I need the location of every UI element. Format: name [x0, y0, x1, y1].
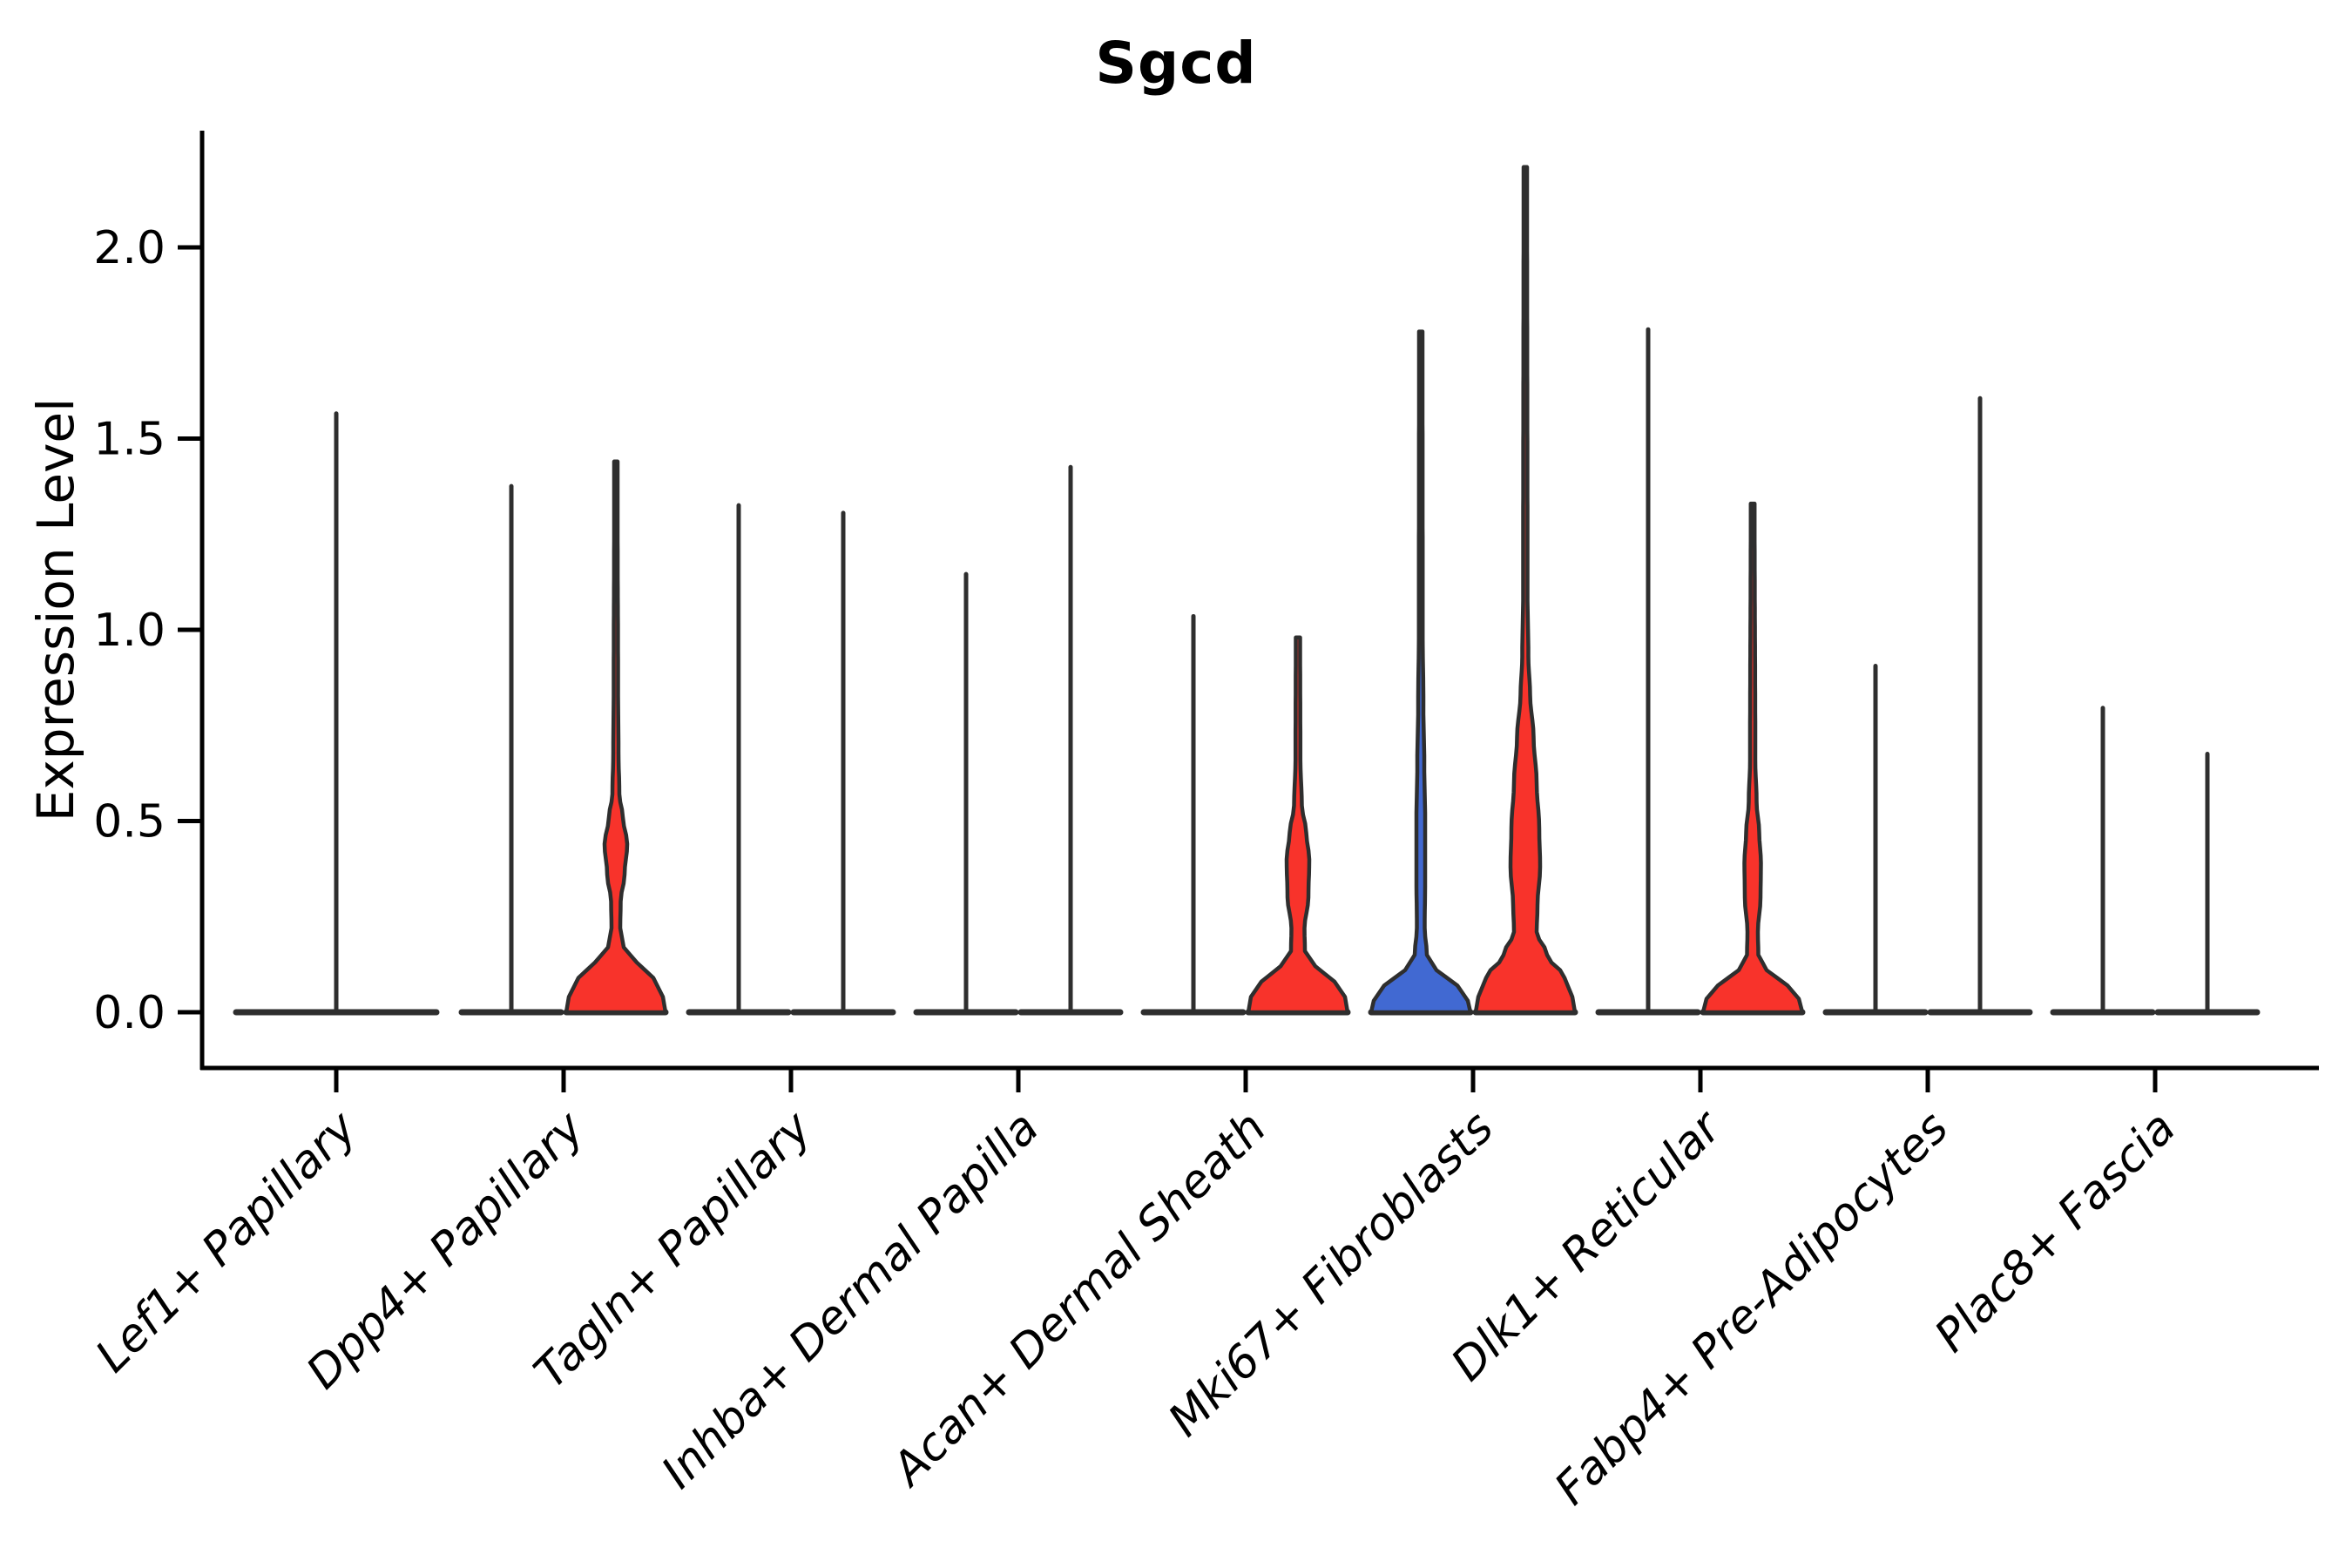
y-tick-label-2: 1.0: [93, 605, 166, 657]
y-tick-label-4: 2.0: [93, 222, 166, 274]
violin-1-right-body: [564, 459, 668, 1015]
x-tick-label-8: Plac8+ Fascia: [1925, 1102, 2186, 1362]
y-axis-title: Expression Level: [26, 397, 85, 822]
violin-4-right-body: [1246, 635, 1350, 1015]
y-tick-label-1: 0.5: [93, 796, 166, 848]
chart-title: Sgcd: [1095, 30, 1257, 97]
violin-6-right-body: [1700, 501, 1805, 1015]
x-tick-label-7: Fabp4+ Pre-Adipocytes: [1545, 1102, 1959, 1516]
x-tick-label-3: Inhba+ Dermal Papilla: [652, 1102, 1049, 1499]
y-tick-label-3: 1.5: [93, 414, 166, 466]
y-tick-label-0: 0.0: [93, 987, 166, 1039]
x-tick-label-4: Acan+ Dermal Sheath: [881, 1102, 1276, 1497]
violin-5-left-body: [1369, 329, 1473, 1015]
violin-5-right-body: [1473, 165, 1578, 1015]
